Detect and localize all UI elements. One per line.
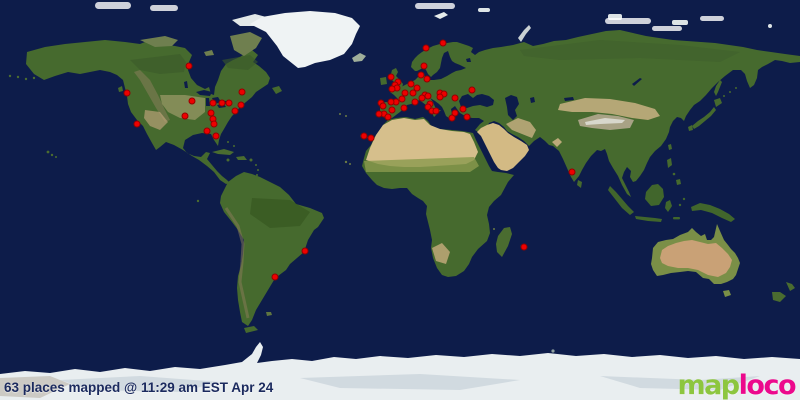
continent-eurasia [380,8,800,222]
place-marker [387,98,395,106]
greenland [250,11,366,68]
place-marker [568,168,576,176]
place-marker [218,99,226,107]
place-marker [181,112,189,120]
place-marker [388,106,396,114]
place-marker [463,113,471,121]
place-marker [271,273,279,281]
place-marker [123,89,131,97]
place-marker [212,132,220,140]
status-text: 63 places mapped @ 11:29 am EST Apr 24 [4,380,274,395]
place-marker [231,107,239,115]
place-marker [188,97,196,105]
place-marker [409,89,417,97]
place-marker [418,94,426,102]
place-marker [133,120,141,128]
place-marker [436,93,444,101]
place-marker [423,75,431,83]
clouds [95,2,724,31]
place-marker [237,101,245,109]
place-marker [451,109,459,117]
place-marker [203,127,211,135]
place-marker [375,110,383,118]
place-marker [301,247,309,255]
place-marker [225,99,233,107]
continent-north-america [8,14,282,184]
place-marker [468,86,476,94]
place-marker [420,62,428,70]
place-marker [209,99,217,107]
place-marker [210,120,218,128]
logo-loco-part: loco [738,370,797,400]
place-marker [411,98,419,106]
continent-australia [551,224,795,353]
place-marker [387,73,395,81]
place-marker [439,39,447,47]
place-marker [401,89,409,97]
markers-layer [123,39,576,281]
place-marker [384,113,392,121]
place-marker [424,103,432,111]
place-marker [451,94,459,102]
place-marker [398,95,406,103]
place-marker [459,105,467,113]
place-marker [424,92,432,100]
place-marker [448,114,456,122]
place-marker [379,102,387,110]
continent-south-america [196,172,324,333]
place-marker [238,88,246,96]
place-marker [520,243,528,251]
place-marker [413,84,421,92]
place-marker [400,104,408,112]
place-marker [407,80,415,88]
place-marker [360,132,368,140]
place-marker [417,71,425,79]
place-marker [422,44,430,52]
place-marker [367,134,375,142]
logo-map-part: map [677,370,740,400]
antarctica [0,342,800,400]
place-marker [432,107,440,115]
place-marker [207,109,215,117]
place-marker [185,62,193,70]
continent-africa [339,113,528,277]
place-marker [388,85,396,93]
maploco-logo[interactable]: maploco [677,370,797,400]
